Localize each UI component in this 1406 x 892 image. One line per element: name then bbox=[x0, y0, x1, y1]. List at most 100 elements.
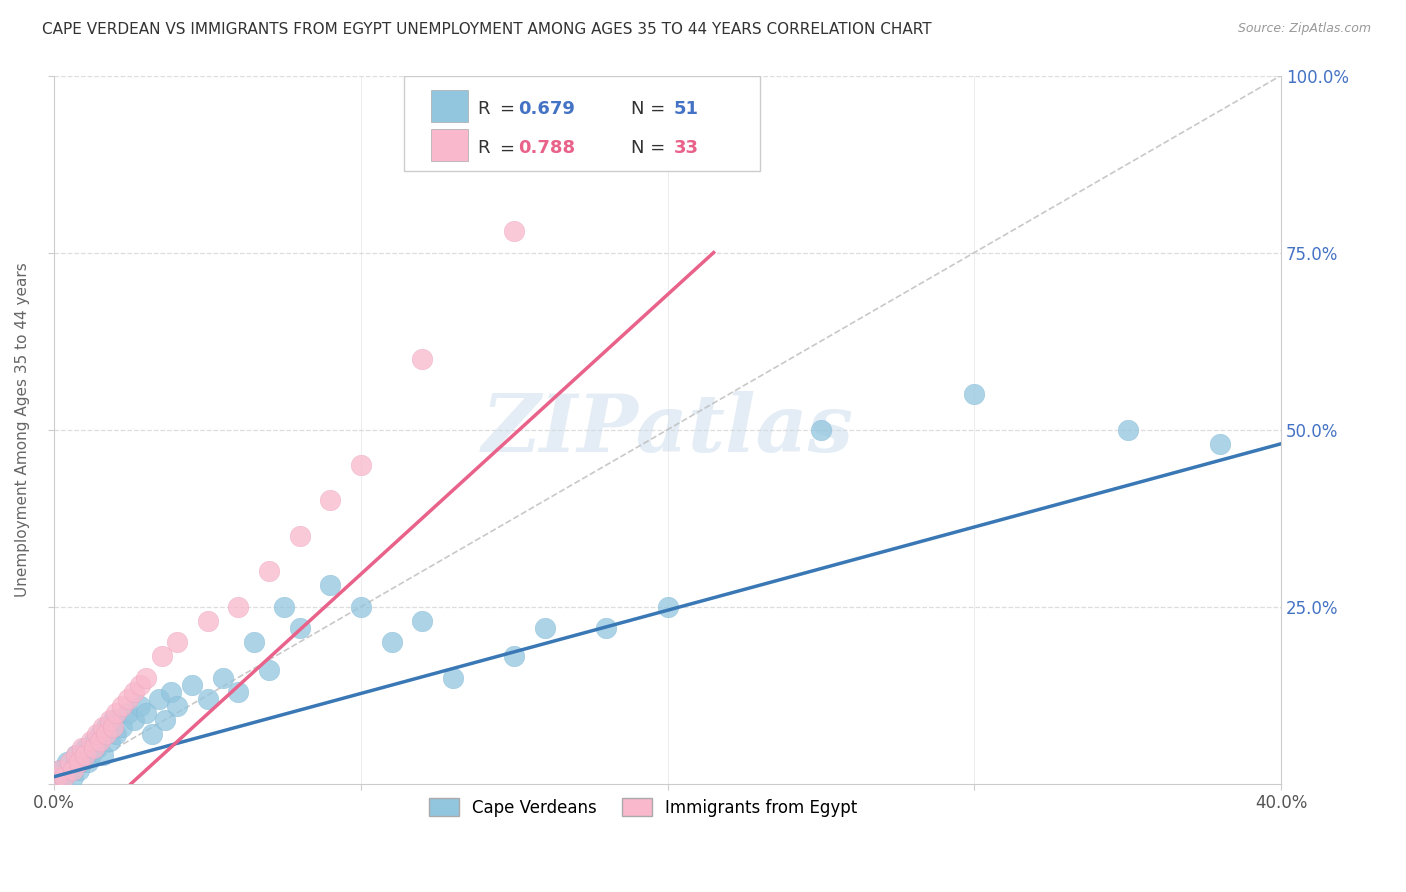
Point bbox=[89, 727, 111, 741]
Point bbox=[93, 748, 115, 763]
Point bbox=[117, 706, 139, 720]
Text: 51: 51 bbox=[673, 100, 699, 118]
Point bbox=[141, 727, 163, 741]
Point bbox=[117, 691, 139, 706]
Text: =: = bbox=[499, 100, 515, 118]
Point bbox=[166, 635, 188, 649]
Text: R: R bbox=[478, 139, 491, 158]
Point bbox=[503, 224, 526, 238]
Point bbox=[101, 720, 124, 734]
Point bbox=[80, 748, 103, 763]
Point bbox=[595, 621, 617, 635]
Point bbox=[98, 734, 121, 748]
Point bbox=[62, 770, 84, 784]
FancyBboxPatch shape bbox=[430, 90, 468, 121]
Point bbox=[104, 706, 127, 720]
Point bbox=[1208, 437, 1230, 451]
Text: ZIPatlas: ZIPatlas bbox=[482, 391, 853, 468]
Point bbox=[65, 748, 87, 763]
Text: 0.788: 0.788 bbox=[517, 139, 575, 158]
Point bbox=[150, 649, 173, 664]
Point bbox=[166, 698, 188, 713]
Point bbox=[83, 734, 105, 748]
Point bbox=[257, 664, 280, 678]
Point bbox=[129, 698, 152, 713]
Point bbox=[83, 741, 105, 756]
Point bbox=[52, 770, 75, 784]
Text: CAPE VERDEAN VS IMMIGRANTS FROM EGYPT UNEMPLOYMENT AMONG AGES 35 TO 44 YEARS COR: CAPE VERDEAN VS IMMIGRANTS FROM EGYPT UN… bbox=[42, 22, 932, 37]
Point bbox=[65, 748, 87, 763]
Point bbox=[73, 741, 96, 756]
Y-axis label: Unemployment Among Ages 35 to 44 years: Unemployment Among Ages 35 to 44 years bbox=[15, 262, 30, 597]
Point bbox=[441, 671, 464, 685]
Point bbox=[148, 691, 170, 706]
Point bbox=[350, 458, 373, 472]
Point bbox=[153, 713, 176, 727]
Point bbox=[242, 635, 264, 649]
Point bbox=[257, 564, 280, 578]
Point bbox=[534, 621, 557, 635]
Point bbox=[135, 706, 157, 720]
Text: =: = bbox=[499, 139, 515, 158]
Point bbox=[288, 621, 311, 635]
Point bbox=[89, 734, 111, 748]
Point bbox=[212, 671, 235, 685]
Point bbox=[181, 677, 204, 691]
Point bbox=[93, 720, 115, 734]
Text: N =: N = bbox=[631, 139, 665, 158]
Point bbox=[96, 720, 118, 734]
Point bbox=[1116, 423, 1139, 437]
FancyBboxPatch shape bbox=[430, 129, 468, 161]
Point bbox=[49, 763, 72, 777]
Text: 33: 33 bbox=[673, 139, 699, 158]
Point bbox=[381, 635, 404, 649]
Point bbox=[77, 756, 100, 770]
Point bbox=[503, 649, 526, 664]
Text: R: R bbox=[478, 100, 491, 118]
Point bbox=[160, 684, 183, 698]
Point bbox=[62, 763, 84, 777]
Point bbox=[111, 720, 134, 734]
Point bbox=[104, 727, 127, 741]
Point bbox=[122, 684, 145, 698]
Point bbox=[411, 614, 433, 628]
Point bbox=[59, 756, 82, 770]
Point bbox=[59, 763, 82, 777]
Point bbox=[135, 671, 157, 685]
Point bbox=[98, 713, 121, 727]
Text: Source: ZipAtlas.com: Source: ZipAtlas.com bbox=[1237, 22, 1371, 36]
Point bbox=[86, 741, 108, 756]
Point bbox=[226, 599, 249, 614]
Point bbox=[70, 756, 93, 770]
Point bbox=[73, 748, 96, 763]
Point bbox=[122, 713, 145, 727]
Point bbox=[46, 770, 69, 784]
Point bbox=[80, 734, 103, 748]
Point bbox=[111, 698, 134, 713]
Text: 0.679: 0.679 bbox=[517, 100, 575, 118]
Point bbox=[49, 763, 72, 777]
Point bbox=[350, 599, 373, 614]
Point bbox=[963, 387, 986, 401]
Point bbox=[86, 727, 108, 741]
Point bbox=[319, 493, 342, 508]
Point bbox=[46, 770, 69, 784]
Point bbox=[197, 614, 219, 628]
Point bbox=[67, 756, 90, 770]
Point bbox=[657, 599, 679, 614]
Point bbox=[197, 691, 219, 706]
Point bbox=[70, 741, 93, 756]
FancyBboxPatch shape bbox=[404, 76, 759, 171]
Point bbox=[273, 599, 295, 614]
Point bbox=[810, 423, 832, 437]
Point bbox=[96, 727, 118, 741]
Point bbox=[226, 684, 249, 698]
Point bbox=[67, 763, 90, 777]
Point bbox=[288, 529, 311, 543]
Point bbox=[55, 756, 77, 770]
Text: N =: N = bbox=[631, 100, 665, 118]
Point bbox=[129, 677, 152, 691]
Point bbox=[101, 713, 124, 727]
Legend: Cape Verdeans, Immigrants from Egypt: Cape Verdeans, Immigrants from Egypt bbox=[420, 790, 866, 825]
Point bbox=[319, 578, 342, 592]
